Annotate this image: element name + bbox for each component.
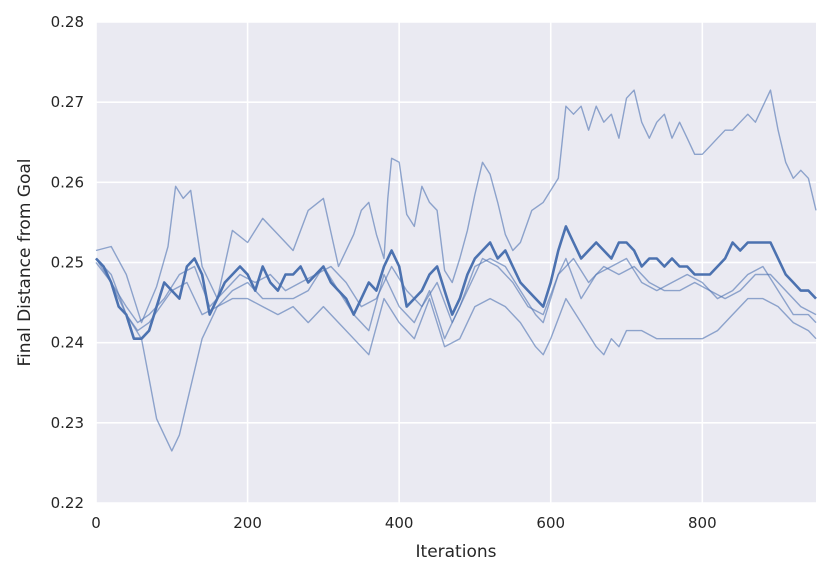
x-tick-label: 400: [385, 514, 414, 532]
series-line-upper: [95, 89, 817, 324]
x-tick-labels: 0 200 400 600 800: [91, 514, 716, 532]
y-tick-label: 0.24: [51, 334, 84, 352]
x-tick-label: 800: [688, 514, 717, 532]
series-lines: [95, 89, 817, 452]
y-axis-label: Final Distance from Goal: [15, 158, 35, 366]
series-line-mid-b: [95, 257, 817, 324]
y-tick-labels: 0.22 0.23 0.24 0.25 0.26 0.27 0.28: [51, 13, 84, 512]
y-tick-label: 0.22: [51, 494, 84, 512]
x-tick-label: 0: [91, 514, 101, 532]
x-axis-label: Iterations: [416, 542, 497, 562]
series-line-lower: [95, 262, 817, 452]
y-tick-label: 0.23: [51, 414, 84, 432]
y-tick-label: 0.26: [51, 173, 84, 191]
x-tick-label: 600: [536, 514, 565, 532]
y-tick-label: 0.27: [51, 93, 84, 111]
y-tick-label: 0.25: [51, 254, 84, 272]
x-tick-label: 200: [233, 514, 262, 532]
grid: [95, 21, 816, 504]
y-tick-label: 0.28: [51, 13, 84, 31]
series-line-mean: [95, 225, 817, 341]
